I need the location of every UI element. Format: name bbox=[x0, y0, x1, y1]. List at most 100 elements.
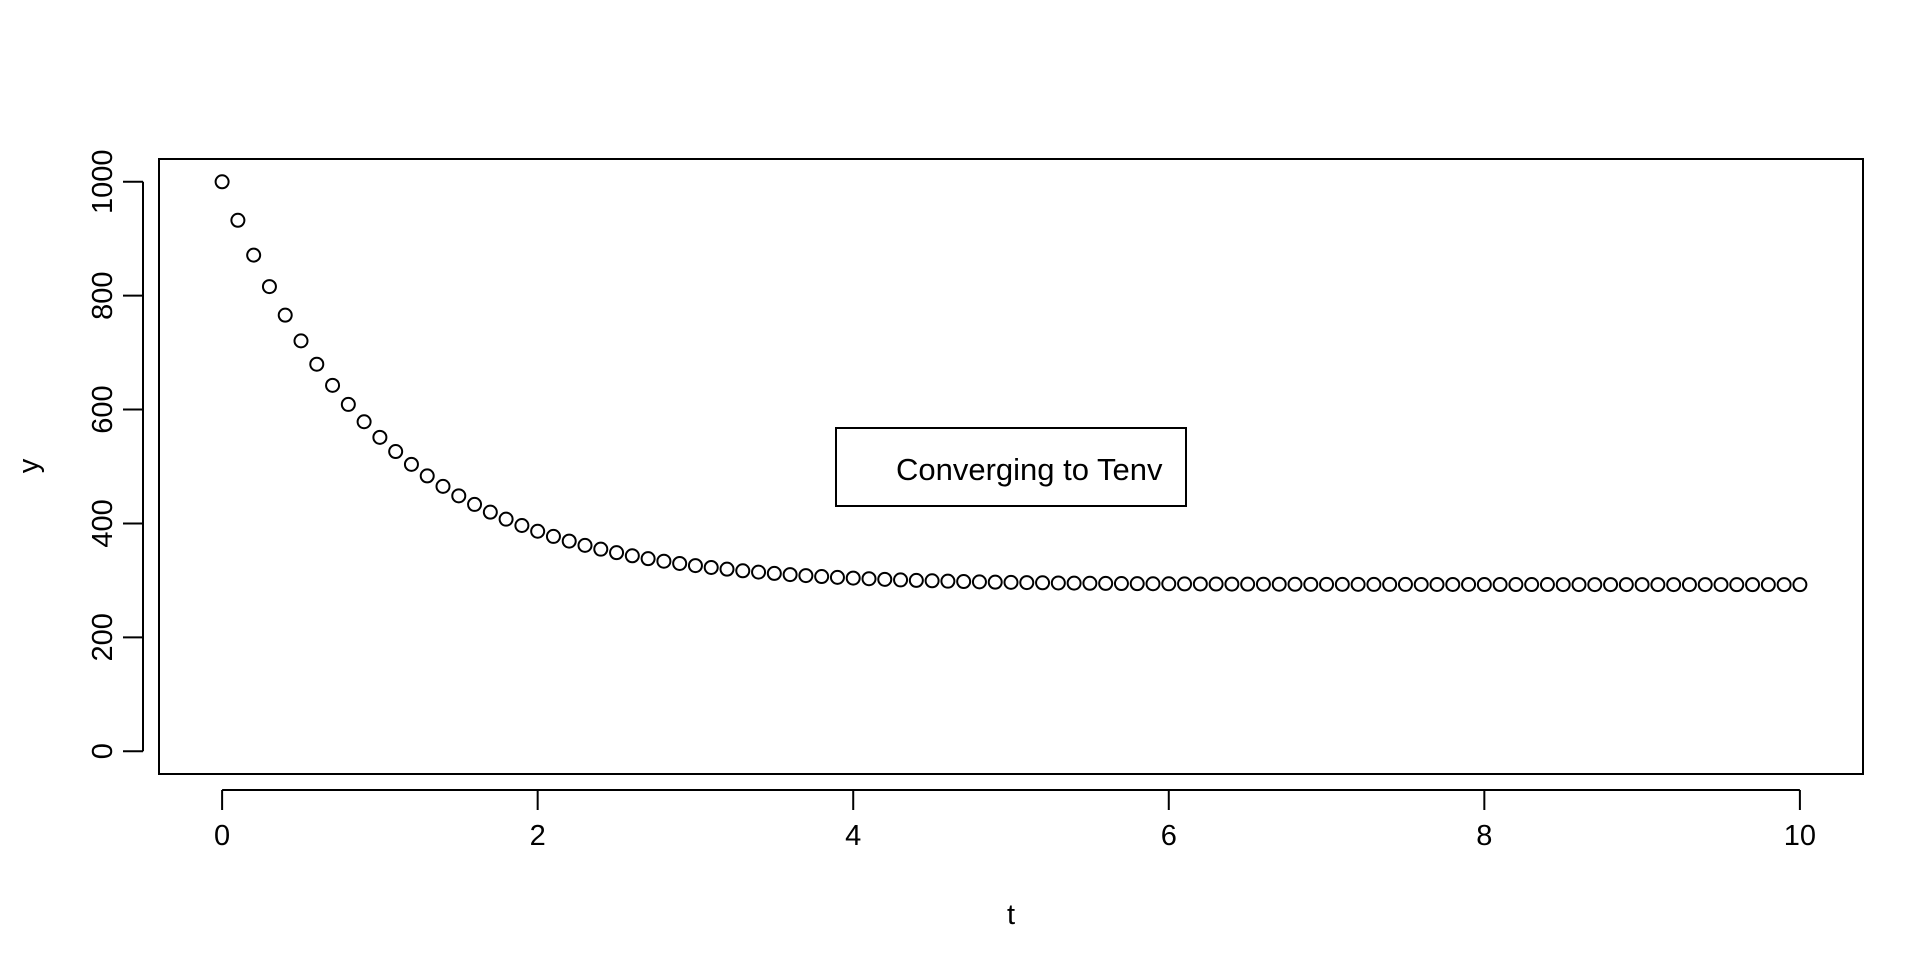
data-point bbox=[1571, 577, 1587, 593]
data-point bbox=[735, 563, 751, 579]
data-point bbox=[672, 555, 688, 571]
data-point bbox=[530, 523, 546, 539]
data-point bbox=[403, 456, 419, 472]
x-tick-label: 4 bbox=[845, 820, 861, 852]
data-point bbox=[1382, 576, 1398, 592]
data-point bbox=[388, 444, 404, 460]
data-point bbox=[1287, 576, 1303, 592]
x-tick-label: 6 bbox=[1161, 820, 1177, 852]
data-point bbox=[261, 279, 277, 295]
data-point bbox=[356, 414, 372, 430]
data-point bbox=[1666, 577, 1682, 593]
data-point bbox=[1082, 575, 1098, 591]
data-point bbox=[435, 478, 451, 494]
data-point bbox=[1413, 576, 1429, 592]
data-point bbox=[924, 573, 940, 589]
data-point bbox=[971, 574, 987, 590]
data-point bbox=[624, 548, 640, 564]
data-point bbox=[372, 429, 388, 445]
data-point bbox=[545, 528, 561, 544]
data-point bbox=[293, 333, 309, 349]
data-point bbox=[687, 558, 703, 574]
data-point bbox=[751, 564, 767, 580]
x-axis-label: t bbox=[1007, 899, 1015, 931]
data-point bbox=[1145, 576, 1161, 592]
data-point bbox=[1445, 576, 1461, 592]
legend-box bbox=[835, 427, 1187, 507]
data-point bbox=[719, 561, 735, 577]
data-point bbox=[593, 541, 609, 557]
data-point bbox=[340, 396, 356, 412]
data-point bbox=[1760, 577, 1776, 593]
data-point bbox=[609, 545, 625, 561]
data-point bbox=[1713, 577, 1729, 593]
data-point bbox=[1066, 575, 1082, 591]
data-point bbox=[766, 565, 782, 581]
data-point bbox=[956, 574, 972, 590]
x-tick-label: 8 bbox=[1476, 820, 1492, 852]
data-point bbox=[1539, 577, 1555, 593]
legend: Converging to Tenv bbox=[835, 427, 1187, 507]
data-point bbox=[908, 572, 924, 588]
x-axis: 0 2 4 6 8 10 bbox=[214, 789, 1816, 852]
data-point bbox=[451, 488, 467, 504]
data-point bbox=[1429, 576, 1445, 592]
data-point bbox=[1003, 574, 1019, 590]
y-axis: 0 200 400 600 800 1000 bbox=[87, 150, 144, 759]
data-point bbox=[1161, 576, 1177, 592]
data-point bbox=[1745, 577, 1761, 593]
data-point bbox=[309, 356, 325, 372]
data-point bbox=[498, 511, 514, 527]
data-point bbox=[1050, 575, 1066, 591]
data-point bbox=[1697, 577, 1713, 593]
data-point bbox=[877, 571, 893, 587]
data-point bbox=[246, 247, 262, 263]
data-point bbox=[1208, 576, 1224, 592]
data-point bbox=[214, 174, 230, 190]
data-point bbox=[419, 468, 435, 484]
data-point bbox=[940, 573, 956, 589]
data-point bbox=[277, 307, 293, 323]
data-point bbox=[1681, 577, 1697, 593]
data-point bbox=[1177, 576, 1193, 592]
data-point bbox=[893, 572, 909, 588]
data-point bbox=[561, 533, 577, 549]
data-point bbox=[1524, 577, 1540, 593]
data-point bbox=[514, 517, 530, 533]
data-point bbox=[1776, 577, 1792, 593]
data-point bbox=[1192, 576, 1208, 592]
data-point bbox=[1113, 576, 1129, 592]
data-point bbox=[1492, 577, 1508, 593]
data-point bbox=[325, 377, 341, 393]
y-tick-label: 400 bbox=[87, 499, 119, 547]
x-tick-label: 0 bbox=[214, 820, 230, 852]
data-point bbox=[1334, 576, 1350, 592]
data-point bbox=[987, 574, 1003, 590]
data-point bbox=[1240, 576, 1256, 592]
y-axis-label: y bbox=[13, 458, 45, 473]
data-point bbox=[829, 569, 845, 585]
data-point bbox=[1650, 577, 1666, 593]
data-point bbox=[1397, 576, 1413, 592]
data-point bbox=[1729, 577, 1745, 593]
data-point bbox=[1350, 576, 1366, 592]
data-point bbox=[482, 504, 498, 520]
plot-frame bbox=[158, 158, 1864, 775]
data-point bbox=[798, 568, 814, 584]
y-tick-label: 0 bbox=[87, 743, 119, 759]
legend-label: Converging to Tenv bbox=[896, 452, 1163, 487]
data-point bbox=[1603, 577, 1619, 593]
data-points bbox=[214, 174, 1808, 593]
data-point bbox=[640, 551, 656, 567]
data-point bbox=[1035, 575, 1051, 591]
data-point bbox=[814, 569, 830, 585]
data-point bbox=[1555, 577, 1571, 593]
y-tick-label: 600 bbox=[87, 385, 119, 433]
data-point bbox=[1618, 577, 1634, 593]
x-tick-label: 2 bbox=[530, 820, 546, 852]
data-point bbox=[845, 570, 861, 586]
data-point bbox=[656, 553, 672, 569]
data-point bbox=[1792, 577, 1808, 593]
data-point bbox=[1303, 576, 1319, 592]
